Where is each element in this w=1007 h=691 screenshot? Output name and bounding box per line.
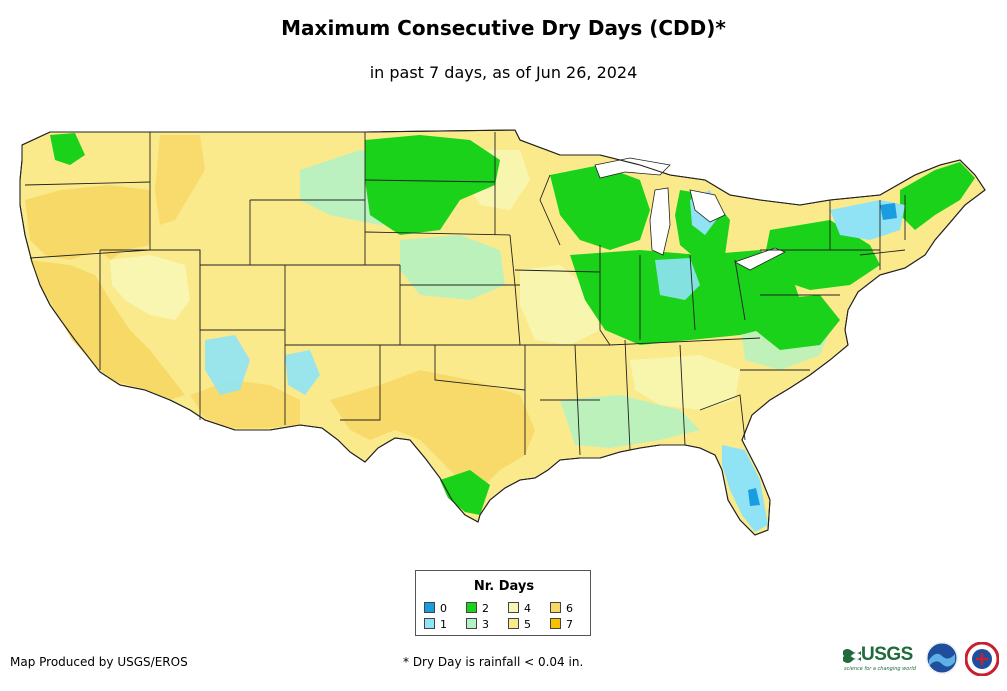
legend-label: 5	[524, 618, 531, 631]
legend-label: 7	[566, 618, 573, 631]
cdd-2day-northernplains	[365, 135, 500, 235]
cdd-6day-idaho	[155, 135, 205, 225]
lake-michigan	[649, 187, 671, 256]
cdd-0day-spot-ne	[880, 203, 897, 220]
usgs-logo: USGS science for a changing world	[843, 644, 921, 674]
legend-swatch	[508, 618, 519, 629]
legend-item-5: 5	[508, 618, 531, 631]
cdd-2day-virginia	[755, 295, 840, 350]
legend-label: 6	[566, 602, 573, 615]
cdd-1day-florida	[722, 445, 768, 532]
usgs-wave-icon	[843, 649, 861, 663]
cdd-2day-midwest	[550, 165, 650, 250]
map-credit: Map Produced by USGS/EROS	[10, 655, 188, 669]
cdd-4day-nevada	[110, 255, 190, 320]
legend-swatch	[508, 602, 519, 613]
legend-item-4: 4	[508, 602, 531, 615]
map-footnote: * Dry Day is rainfall < 0.04 in.	[403, 655, 584, 669]
cdd-6day-southwest	[190, 380, 300, 428]
cdd-3day-gulf	[560, 395, 700, 448]
legend-item-1: 1	[424, 618, 447, 631]
us-outline	[19, 129, 986, 536]
lake-erie	[734, 247, 786, 271]
cdd-2day-northeast	[765, 220, 880, 290]
cdd-1day-indiana	[655, 258, 700, 300]
cdd-0day-spot-fl	[748, 488, 760, 506]
cdd-2day-nwwashington	[50, 133, 85, 165]
cdd-6day-west	[25, 185, 150, 260]
legend-swatch	[550, 602, 561, 613]
usgs-tagline: science for a changing world	[844, 666, 916, 672]
cdd-3day-kansas	[400, 235, 505, 300]
noaa-logo-icon	[926, 642, 958, 674]
legend-item-0: 0	[424, 602, 447, 615]
cdd-2day-newengland	[900, 162, 975, 230]
lake-superior	[594, 157, 671, 179]
map-subtitle: in past 7 days, as of Jun 26, 2024	[369, 63, 638, 82]
legend-label: 3	[482, 618, 489, 631]
cdd-6day-california	[30, 260, 185, 400]
legend-item-3: 3	[466, 618, 489, 631]
cdd-1day-newmexico	[285, 350, 320, 395]
legend-swatch	[466, 602, 477, 613]
legend-label: 0	[440, 602, 447, 615]
legend-swatch	[424, 618, 435, 629]
legend-swatch	[550, 618, 561, 629]
legend-swatch	[424, 602, 435, 613]
legend-item-2: 2	[466, 602, 489, 615]
legend-title: Nr. Days	[473, 579, 535, 594]
lake-huron	[689, 189, 726, 223]
nws-logo-icon	[965, 642, 999, 676]
state-borders	[24, 132, 906, 456]
cdd-4day-southeast	[630, 355, 740, 410]
cdd-6day-texas	[330, 370, 535, 490]
logo-strip: USGS science for a changing world	[843, 640, 1003, 680]
legend: Nr. Days 0 1 2 3 4 5 6 7	[415, 570, 591, 636]
legend-item-7: 7	[550, 618, 573, 631]
cdd-2day-southtexas	[440, 470, 490, 515]
legend-swatch	[466, 618, 477, 629]
legend-item-6: 6	[550, 602, 573, 615]
usgs-wordmark: USGS	[861, 644, 913, 665]
legend-label: 1	[440, 618, 447, 631]
map-title: Maximum Consecutive Dry Days (CDD)*	[281, 16, 726, 40]
legend-label: 4	[524, 602, 531, 615]
cdd-1day-arizona	[205, 335, 250, 395]
legend-label: 2	[482, 602, 489, 615]
